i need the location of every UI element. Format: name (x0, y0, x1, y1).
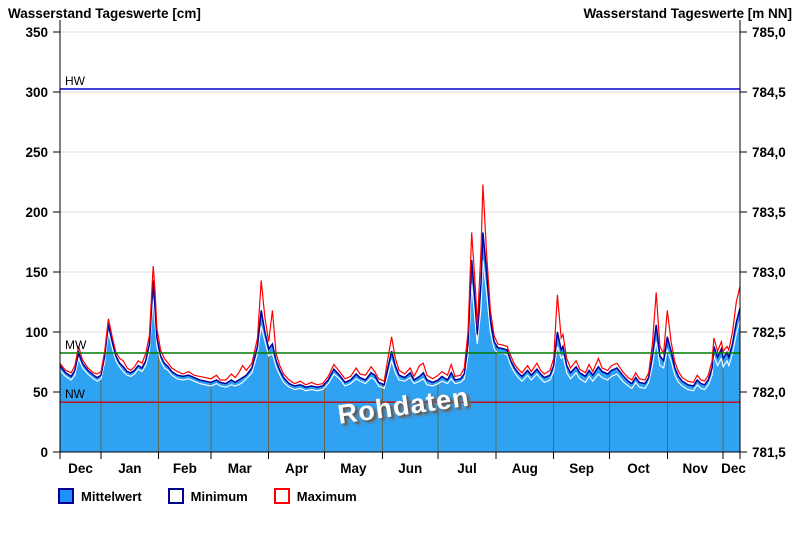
x-month-label: Jan (118, 461, 141, 476)
x-month-label: Mar (228, 461, 253, 476)
legend-item-minimum: Minimum (167, 488, 248, 504)
reference-label-hw: HW (65, 74, 86, 88)
right-axis-title: Wasserstand Tageswerte [m NN] (583, 6, 792, 21)
x-month-label: Jun (398, 461, 422, 476)
y-right-tick-label: 782,0 (752, 385, 786, 400)
reference-label-mw: MW (65, 338, 87, 352)
x-month-label: Feb (173, 461, 197, 476)
mittelwert-swatch-icon (58, 488, 74, 504)
x-month-label: May (340, 461, 367, 476)
x-month-label: Oct (627, 461, 650, 476)
legend-label-maximum: Maximum (296, 488, 357, 504)
mittelwert-line (59, 232, 741, 388)
y-right-tick-label: 785,0 (752, 25, 786, 40)
maximum-swatch-icon (273, 488, 290, 504)
y-left-tick-label: 50 (33, 385, 48, 400)
legend: Mittelwert Minimum Maximum (58, 488, 357, 504)
y-right-tick-label: 784,5 (752, 85, 786, 100)
x-month-label: Dec (721, 461, 746, 476)
horizontal-gridlines (60, 31, 740, 393)
axes (53, 20, 747, 459)
y-right-tick-label: 783,5 (752, 205, 786, 220)
legend-label-mittelwert: Mittelwert (81, 488, 142, 504)
y-right-tick-label: 782,5 (752, 325, 786, 340)
y-left-tick-label: 250 (25, 145, 48, 160)
y-right-tick-label: 781,5 (752, 445, 786, 460)
x-month-label: Dec (68, 461, 93, 476)
x-month-label: Sep (569, 461, 594, 476)
x-month-label: Nov (683, 461, 709, 476)
legend-label-minimum: Minimum (190, 488, 248, 504)
y-left-tick-label: 0 (40, 445, 48, 460)
y-right-tick-label: 783,0 (752, 265, 786, 280)
minimum-swatch-icon (167, 488, 184, 504)
x-month-label: Jul (457, 461, 477, 476)
y-left-tick-label: 300 (25, 85, 48, 100)
maximum-line (59, 184, 741, 386)
left-axis-title: Wasserstand Tageswerte [cm] (8, 6, 201, 21)
y-left-tick-label: 350 (25, 25, 48, 40)
legend-item-mittelwert: Mittelwert (58, 488, 142, 504)
x-month-label: Aug (512, 461, 538, 476)
x-month-label: Apr (285, 461, 309, 476)
y-left-tick-label: 200 (25, 205, 48, 220)
mittelwert-area (60, 232, 740, 452)
legend-item-maximum: Maximum (273, 488, 357, 504)
y-left-tick-label: 100 (25, 325, 48, 340)
y-right-tick-label: 784,0 (752, 145, 786, 160)
reference-label-nw: NW (65, 387, 86, 401)
minimum-line (59, 259, 741, 392)
y-left-tick-label: 150 (25, 265, 48, 280)
